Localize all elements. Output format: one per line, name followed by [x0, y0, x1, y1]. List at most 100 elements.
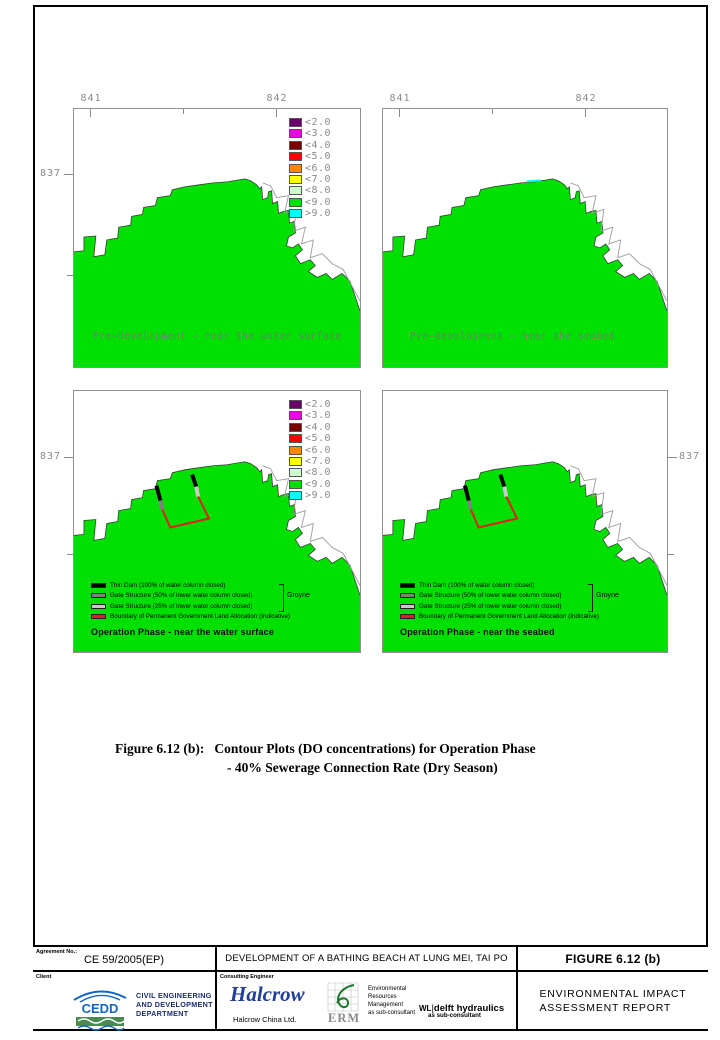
do-scale-legend: <2.0 <3.0 <4.0 <5.0 <6.0 <7.0 <8.0 <9.0 >9.0	[289, 399, 332, 502]
do-scale-label: <7.0	[305, 173, 332, 185]
minor-tick	[67, 275, 74, 276]
report-title: ENVIRONMENTAL IMPACT ASSESSMENT REPORT	[539, 987, 687, 1014]
figure-caption-line1: Contour Plots (DO concentrations) for Op…	[214, 741, 536, 756]
report-title-cell: ENVIRONMENTAL IMPACT ASSESSMENT REPORT	[518, 972, 708, 1029]
major-tick	[276, 109, 278, 117]
do-scale-label: <3.0	[305, 410, 332, 422]
do-scale-label: <9.0	[305, 196, 332, 208]
structure-legend-swatch	[400, 614, 415, 620]
y-axis-tick-label: 837	[679, 451, 701, 462]
wl-divider: |	[431, 1003, 434, 1014]
gate-structure-25	[194, 486, 201, 497]
do-scale-legend-item: <4.0	[289, 140, 331, 151]
do-scale-legend-item: <6.0	[289, 444, 332, 456]
structure-legend: Thin Dam (100% of water column closed) Ga…	[91, 582, 290, 620]
structure-legend-item: Gate Structure (50% of lower water colum…	[400, 592, 599, 600]
minor-tick	[183, 109, 185, 114]
land-allocation-boundary	[161, 496, 211, 529]
thin-dam-right	[498, 474, 507, 488]
coastline-map	[74, 178, 360, 367]
major-tick	[667, 457, 677, 459]
do-scale-legend-item: <6.0	[289, 162, 332, 174]
structure-legend-item: Boundary of Permanent Government Land Al…	[91, 613, 290, 620]
major-tick	[585, 109, 587, 117]
structure-legend: Thin Dam (100% of water column closed) Ga…	[400, 582, 599, 620]
do-scale-swatch	[289, 209, 302, 219]
x-axis-tick-label: 842	[575, 93, 597, 104]
major-tick	[64, 174, 74, 176]
do-scale-label: <2.0	[305, 399, 332, 410]
do-scale-legend-item: >9.0	[289, 490, 332, 502]
do-scale-legend-item: <9.0	[289, 196, 332, 208]
wl-subtitle: as sub-consultant	[428, 1012, 481, 1019]
coastline-map	[383, 461, 667, 652]
structure-legend-item: Boundary of Permanent Government Land Al…	[400, 613, 599, 621]
minor-tick	[67, 554, 74, 555]
do-scale-swatch	[289, 174, 302, 184]
agreement-cell: Agreement No.: CE 59/2005(EP)	[33, 947, 217, 972]
structure-legend-item: Gate Structure (25% of lower water colum…	[91, 603, 290, 610]
panel-caption-pre-development-seabed: Pre−development − near the seabed	[410, 331, 616, 342]
groyne-bracket	[588, 584, 593, 612]
structure-legend-label: Gate Structure (50% of lower water colum…	[419, 592, 562, 600]
thin-dam-left	[154, 485, 163, 502]
structure-legend-label: Gate Structure (25% of lower water colum…	[419, 602, 562, 610]
map-panel-operation-surface: 837 <2.0 <3.0 <4.0 <5.0 <6.0 <7.0 <8.0 <9.0 >9.0 T…	[40, 390, 361, 653]
groyne-bracket	[279, 584, 284, 612]
land-allocation-boundary	[469, 496, 519, 529]
do-scale-legend-item: <7.0	[289, 173, 332, 185]
erm-logo-icon	[327, 982, 359, 1012]
figure-caption-line2: - 40% Sewerage Connection Rate (Dry Seas…	[227, 760, 498, 775]
project-title: DEVELOPMENT OF A BATHING BEACH AT LUNG M…	[225, 953, 508, 964]
cedd-logo-icon: CEDD	[73, 990, 127, 1031]
do-scale-legend-item: <4.0	[289, 421, 332, 433]
do-scale-swatch	[289, 163, 302, 173]
major-tick	[399, 109, 401, 117]
wl-delft-logo: WL|delft hydraulics	[419, 998, 504, 1016]
do-scale-label: <5.0	[305, 151, 332, 163]
map-panel-operation-seabed: 837 Thin Dam (100% of water column closed…	[382, 390, 699, 653]
do-scale-label: <7.0	[305, 455, 332, 467]
do-scale-label: <6.0	[305, 444, 332, 456]
client-label: Client	[36, 974, 52, 980]
minor-tick	[492, 109, 494, 114]
do-scale-legend-item: <2.0	[289, 117, 331, 128]
do-scale-legend-item: <8.0	[289, 185, 332, 197]
do-scale-label: <6.0	[305, 162, 332, 174]
do-scale-swatch	[289, 422, 302, 432]
structure-legend-item: Thin Dam (100% of water column closed)	[91, 582, 290, 589]
x-axis-tick-label: 841	[80, 93, 102, 104]
figure-ref: FIGURE 6.12 (b)	[565, 951, 661, 966]
project-title-cell: DEVELOPMENT OF A BATHING BEACH AT LUNG M…	[217, 947, 518, 972]
agreement-label: Agreement No.:	[36, 949, 77, 955]
major-tick	[90, 109, 92, 117]
do-scale-label: <8.0	[305, 185, 332, 197]
consulting-engineer-cell: Consulting Engineer Halcrow Halcrow Chin…	[217, 972, 518, 1029]
groyne-label: Groyne	[596, 592, 619, 599]
do-scale-label: <3.0	[305, 128, 332, 140]
do-scale-legend-item: <7.0	[289, 455, 332, 467]
do-scale-legend: <2.0 <3.0 <4.0 <5.0 <6.0 <7.0 <8.0 <9.0 >9.0	[289, 117, 332, 220]
do-scale-label: <4.0	[305, 421, 332, 433]
structure-legend-swatch	[91, 582, 106, 588]
structure-legend-label: Gate Structure (50% of lower water colum…	[110, 592, 253, 600]
high-do-patch	[526, 179, 541, 183]
consulting-engineer-label: Consulting Engineer	[220, 974, 274, 980]
erm-name: Environmental Resources Management as sub-c…	[368, 986, 416, 1016]
groyne-label: Groyne	[287, 592, 310, 599]
do-scale-label: >9.0	[305, 208, 332, 220]
structure-legend-swatch	[91, 593, 106, 599]
gate-structure-50	[158, 500, 165, 510]
cedd-acronym: CEDD	[82, 1001, 119, 1016]
do-scale-label: >9.0	[305, 490, 332, 502]
coastline-map	[74, 461, 360, 652]
do-scale-swatch	[289, 186, 302, 196]
do-scale-label: <8.0	[305, 467, 332, 479]
do-scale-swatch	[289, 152, 302, 162]
coastline-map	[383, 178, 667, 367]
do-scale-swatch	[289, 197, 302, 207]
structure-legend-item: Gate Structure (25% of lower water colum…	[400, 602, 599, 610]
title-block: Agreement No.: CE 59/2005(EP) DEVELOPMEN…	[33, 945, 708, 1031]
structure-legend-label: Boundary of Permanent Government Land Al…	[419, 613, 599, 621]
do-scale-swatch	[289, 479, 302, 489]
